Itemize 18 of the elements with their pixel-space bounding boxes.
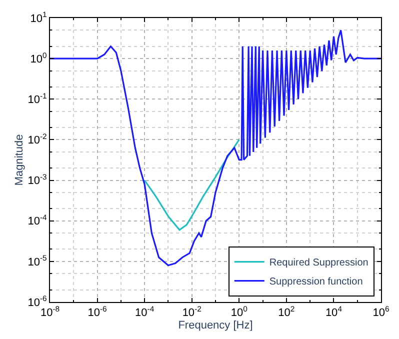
x-tick-label: 10$^{2}$ <box>278 304 295 320</box>
x-axis-title: Frequency [Hz] <box>178 319 253 332</box>
y-tick-label: 10$^{-4}$ <box>28 213 48 228</box>
legend-label: Suppression function <box>269 276 363 288</box>
y-tick-label: 10$^{-3}$ <box>28 172 47 188</box>
x-tick-label: 10$^{-6}$ <box>88 304 107 320</box>
x-tick-label: 10$^{-2}$ <box>182 304 202 320</box>
x-tick-label: 10$^{-4}$ <box>135 304 155 320</box>
y-tick-label: 10$^{1}$ <box>30 10 47 25</box>
y-axis-title: Magnitude <box>13 134 26 186</box>
x-tick-label: 10$^{6}$ <box>372 304 390 320</box>
y-tick-label: 10$^{0}$ <box>30 50 47 66</box>
y-tick-label: 10$^{-2}$ <box>28 132 47 147</box>
x-tick-label: 10$^{0}$ <box>230 304 248 320</box>
legend-label: Required Suppression <box>269 258 368 269</box>
y-tick-label: 10$^{-5}$ <box>28 254 47 268</box>
x-tick-label: 10$^{4}$ <box>325 304 343 320</box>
y-tick-label: 10$^{-1}$ <box>28 91 47 106</box>
